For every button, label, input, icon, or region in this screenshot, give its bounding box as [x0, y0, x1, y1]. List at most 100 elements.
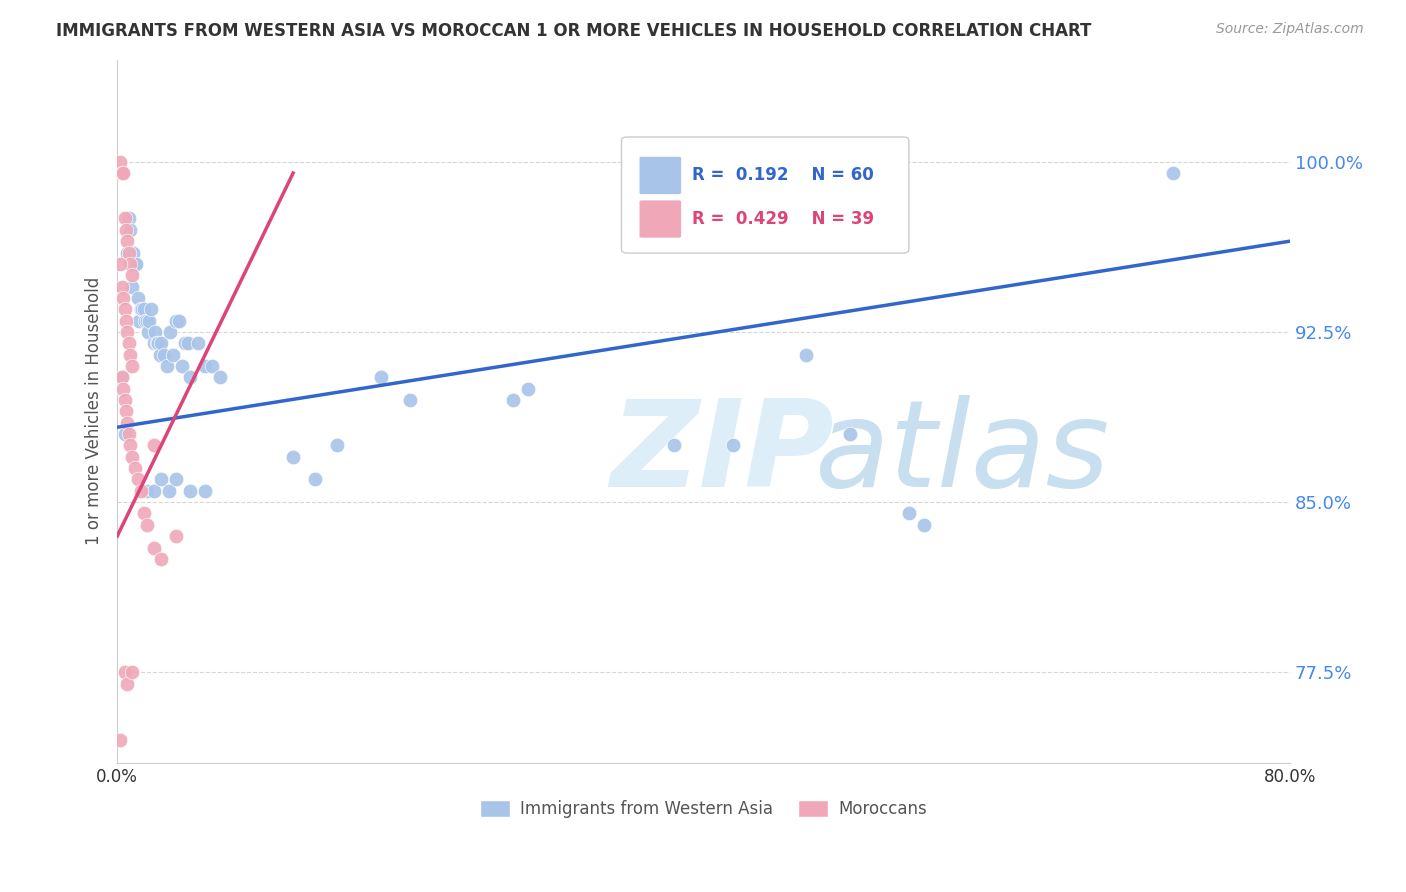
- Point: [201, 359, 224, 373]
- Point: [117, 245, 139, 260]
- Point: [120, 438, 142, 452]
- Point: [112, 382, 135, 396]
- Point: [176, 336, 198, 351]
- FancyBboxPatch shape: [640, 156, 682, 194]
- Point: [129, 483, 152, 498]
- Text: ZIP: ZIP: [610, 395, 834, 512]
- Point: [115, 313, 138, 327]
- Point: [110, 370, 132, 384]
- Point: [839, 427, 862, 442]
- Point: [326, 438, 349, 452]
- Point: [150, 472, 173, 486]
- Point: [179, 483, 201, 498]
- Point: [114, 665, 136, 680]
- Point: [173, 336, 195, 351]
- Point: [153, 348, 176, 362]
- Point: [148, 336, 170, 351]
- Point: [120, 348, 142, 362]
- Point: [146, 336, 169, 351]
- Y-axis label: 1 or more Vehicles in Household: 1 or more Vehicles in Household: [86, 277, 103, 546]
- Point: [897, 507, 920, 521]
- Point: [142, 336, 165, 351]
- Point: [114, 302, 136, 317]
- Point: [194, 359, 217, 373]
- Point: [156, 359, 179, 373]
- Point: [115, 223, 138, 237]
- Point: [912, 517, 935, 532]
- Point: [108, 733, 131, 747]
- Point: [516, 382, 538, 396]
- Point: [135, 483, 157, 498]
- Text: R =  0.192    N = 60: R = 0.192 N = 60: [692, 167, 873, 185]
- Point: [370, 370, 392, 384]
- Point: [136, 325, 159, 339]
- Point: [135, 517, 157, 532]
- Point: [157, 483, 180, 498]
- Point: [664, 438, 686, 452]
- Point: [794, 348, 817, 362]
- Point: [114, 392, 136, 407]
- Point: [110, 370, 132, 384]
- Legend: Immigrants from Western Asia, Moroccans: Immigrants from Western Asia, Moroccans: [474, 794, 934, 825]
- Point: [142, 541, 165, 555]
- Point: [304, 472, 326, 486]
- Point: [208, 370, 231, 384]
- Point: [125, 257, 148, 271]
- Point: [165, 529, 187, 543]
- Point: [121, 359, 143, 373]
- Point: [118, 336, 141, 351]
- Point: [399, 392, 422, 407]
- FancyBboxPatch shape: [640, 200, 682, 238]
- Point: [1161, 166, 1184, 180]
- Point: [114, 427, 136, 442]
- Point: [139, 302, 162, 317]
- Text: Source: ZipAtlas.com: Source: ZipAtlas.com: [1216, 22, 1364, 37]
- Point: [127, 472, 149, 486]
- Point: [128, 313, 150, 327]
- Point: [142, 483, 165, 498]
- Point: [120, 257, 142, 271]
- Point: [124, 257, 146, 271]
- Point: [281, 450, 304, 464]
- Text: IMMIGRANTS FROM WESTERN ASIA VS MOROCCAN 1 OR MORE VEHICLES IN HOUSEHOLD CORRELA: IMMIGRANTS FROM WESTERN ASIA VS MOROCCAN…: [56, 22, 1091, 40]
- Point: [117, 325, 139, 339]
- Point: [118, 427, 141, 442]
- Point: [149, 348, 172, 362]
- Text: R =  0.429    N = 39: R = 0.429 N = 39: [692, 210, 875, 228]
- FancyBboxPatch shape: [621, 137, 908, 253]
- Point: [121, 450, 143, 464]
- Point: [132, 302, 155, 317]
- Point: [121, 665, 143, 680]
- Point: [127, 291, 149, 305]
- Point: [150, 336, 173, 351]
- Point: [167, 313, 190, 327]
- Point: [165, 313, 187, 327]
- Point: [122, 245, 145, 260]
- Point: [138, 313, 160, 327]
- Point: [143, 325, 166, 339]
- Point: [121, 279, 143, 293]
- Point: [132, 507, 155, 521]
- Point: [150, 552, 173, 566]
- Point: [170, 359, 193, 373]
- Point: [194, 483, 217, 498]
- Point: [129, 302, 152, 317]
- Point: [162, 348, 184, 362]
- Point: [187, 336, 209, 351]
- Point: [721, 438, 744, 452]
- Point: [135, 313, 157, 327]
- Point: [112, 166, 135, 180]
- Point: [108, 154, 131, 169]
- Point: [117, 676, 139, 690]
- Text: atlas: atlas: [815, 395, 1111, 512]
- Point: [108, 257, 131, 271]
- Point: [118, 245, 141, 260]
- Point: [117, 234, 139, 248]
- Point: [165, 472, 187, 486]
- Point: [502, 392, 524, 407]
- Point: [112, 291, 135, 305]
- Point: [114, 211, 136, 226]
- Point: [115, 404, 138, 418]
- Point: [120, 223, 142, 237]
- Point: [124, 461, 146, 475]
